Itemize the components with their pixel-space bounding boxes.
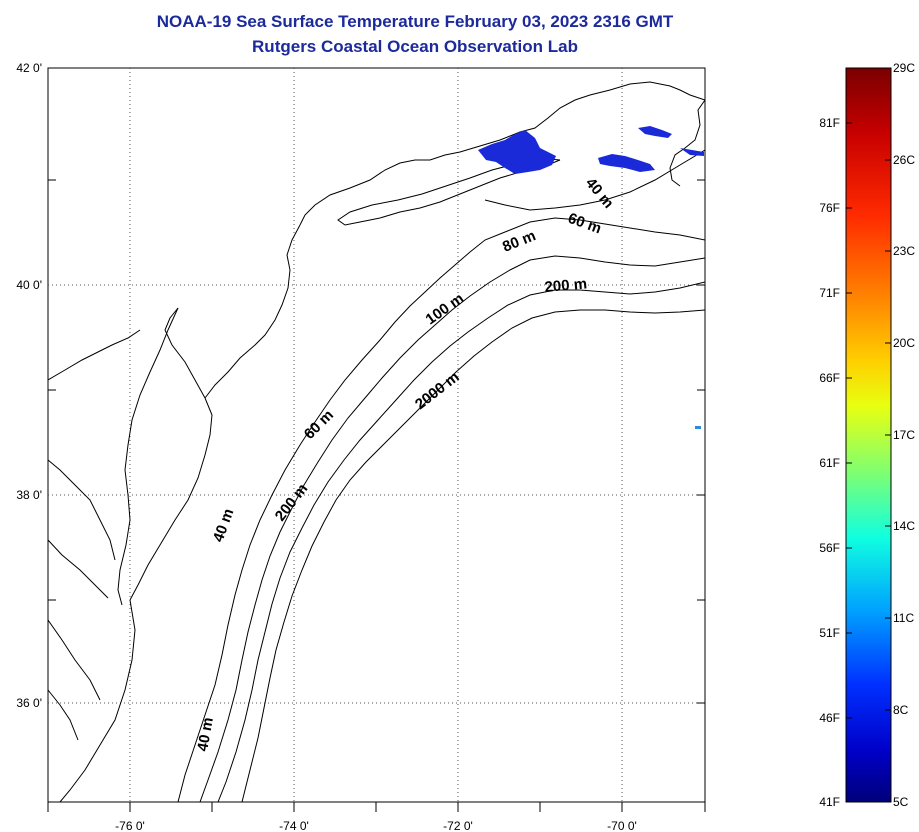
lat-label-40: 40 0' [16,278,42,292]
lat-label-36: 36 0' [16,696,42,710]
lat-label-42: 42 0' [16,61,42,75]
lat-label-38: 38 0' [16,488,42,502]
coastline-and-bathymetry [48,81,705,802]
map-subtitle: Rutgers Coastal Ocean Observation Lab [252,37,578,56]
colorbar-f-61: 61F [819,456,840,470]
colorbar-c-14: 14C [893,519,915,533]
colorbar-f-41: 41F [819,795,840,809]
axis-ticks [47,179,706,812]
colorbar-c-5: 5C [893,795,909,809]
colorbar-c-29: 29C [893,61,915,75]
colorbar-c-26: 26C [893,153,915,167]
lon-label-76: -76 0' [115,819,145,832]
colorbar-c-8: 8C [893,703,909,717]
colorbar-f-46: 46F [819,711,840,725]
colorbar-f-56: 56F [819,541,840,555]
map-title: NOAA-19 Sea Surface Temperature February… [156,12,674,31]
colorbar-f-66: 66F [819,371,840,385]
lon-label-70: -70 0' [607,819,637,832]
map-frame [47,67,706,803]
colorbar-c-20: 20C [893,336,915,350]
lon-label-74: -74 0' [279,819,309,832]
contour-label-40m-south: 40 m [194,716,217,753]
sst-data-patches [478,126,704,429]
contour-label-200m-ne: 200 m [544,275,588,296]
graticule [48,68,705,802]
colorbar-f-81: 81F [819,116,840,130]
colorbar-c-17: 17C [893,428,915,442]
colorbar-f-51: 51F [819,626,840,640]
colorbar [845,67,892,803]
colorbar-c-23: 23C [893,244,915,258]
colorbar-f-76: 76F [819,201,840,215]
colorbar-f-71: 71F [819,286,840,300]
lon-label-72: -72 0' [443,819,473,832]
colorbar-ticks [846,122,891,719]
colorbar-c-11: 11C [893,611,914,625]
